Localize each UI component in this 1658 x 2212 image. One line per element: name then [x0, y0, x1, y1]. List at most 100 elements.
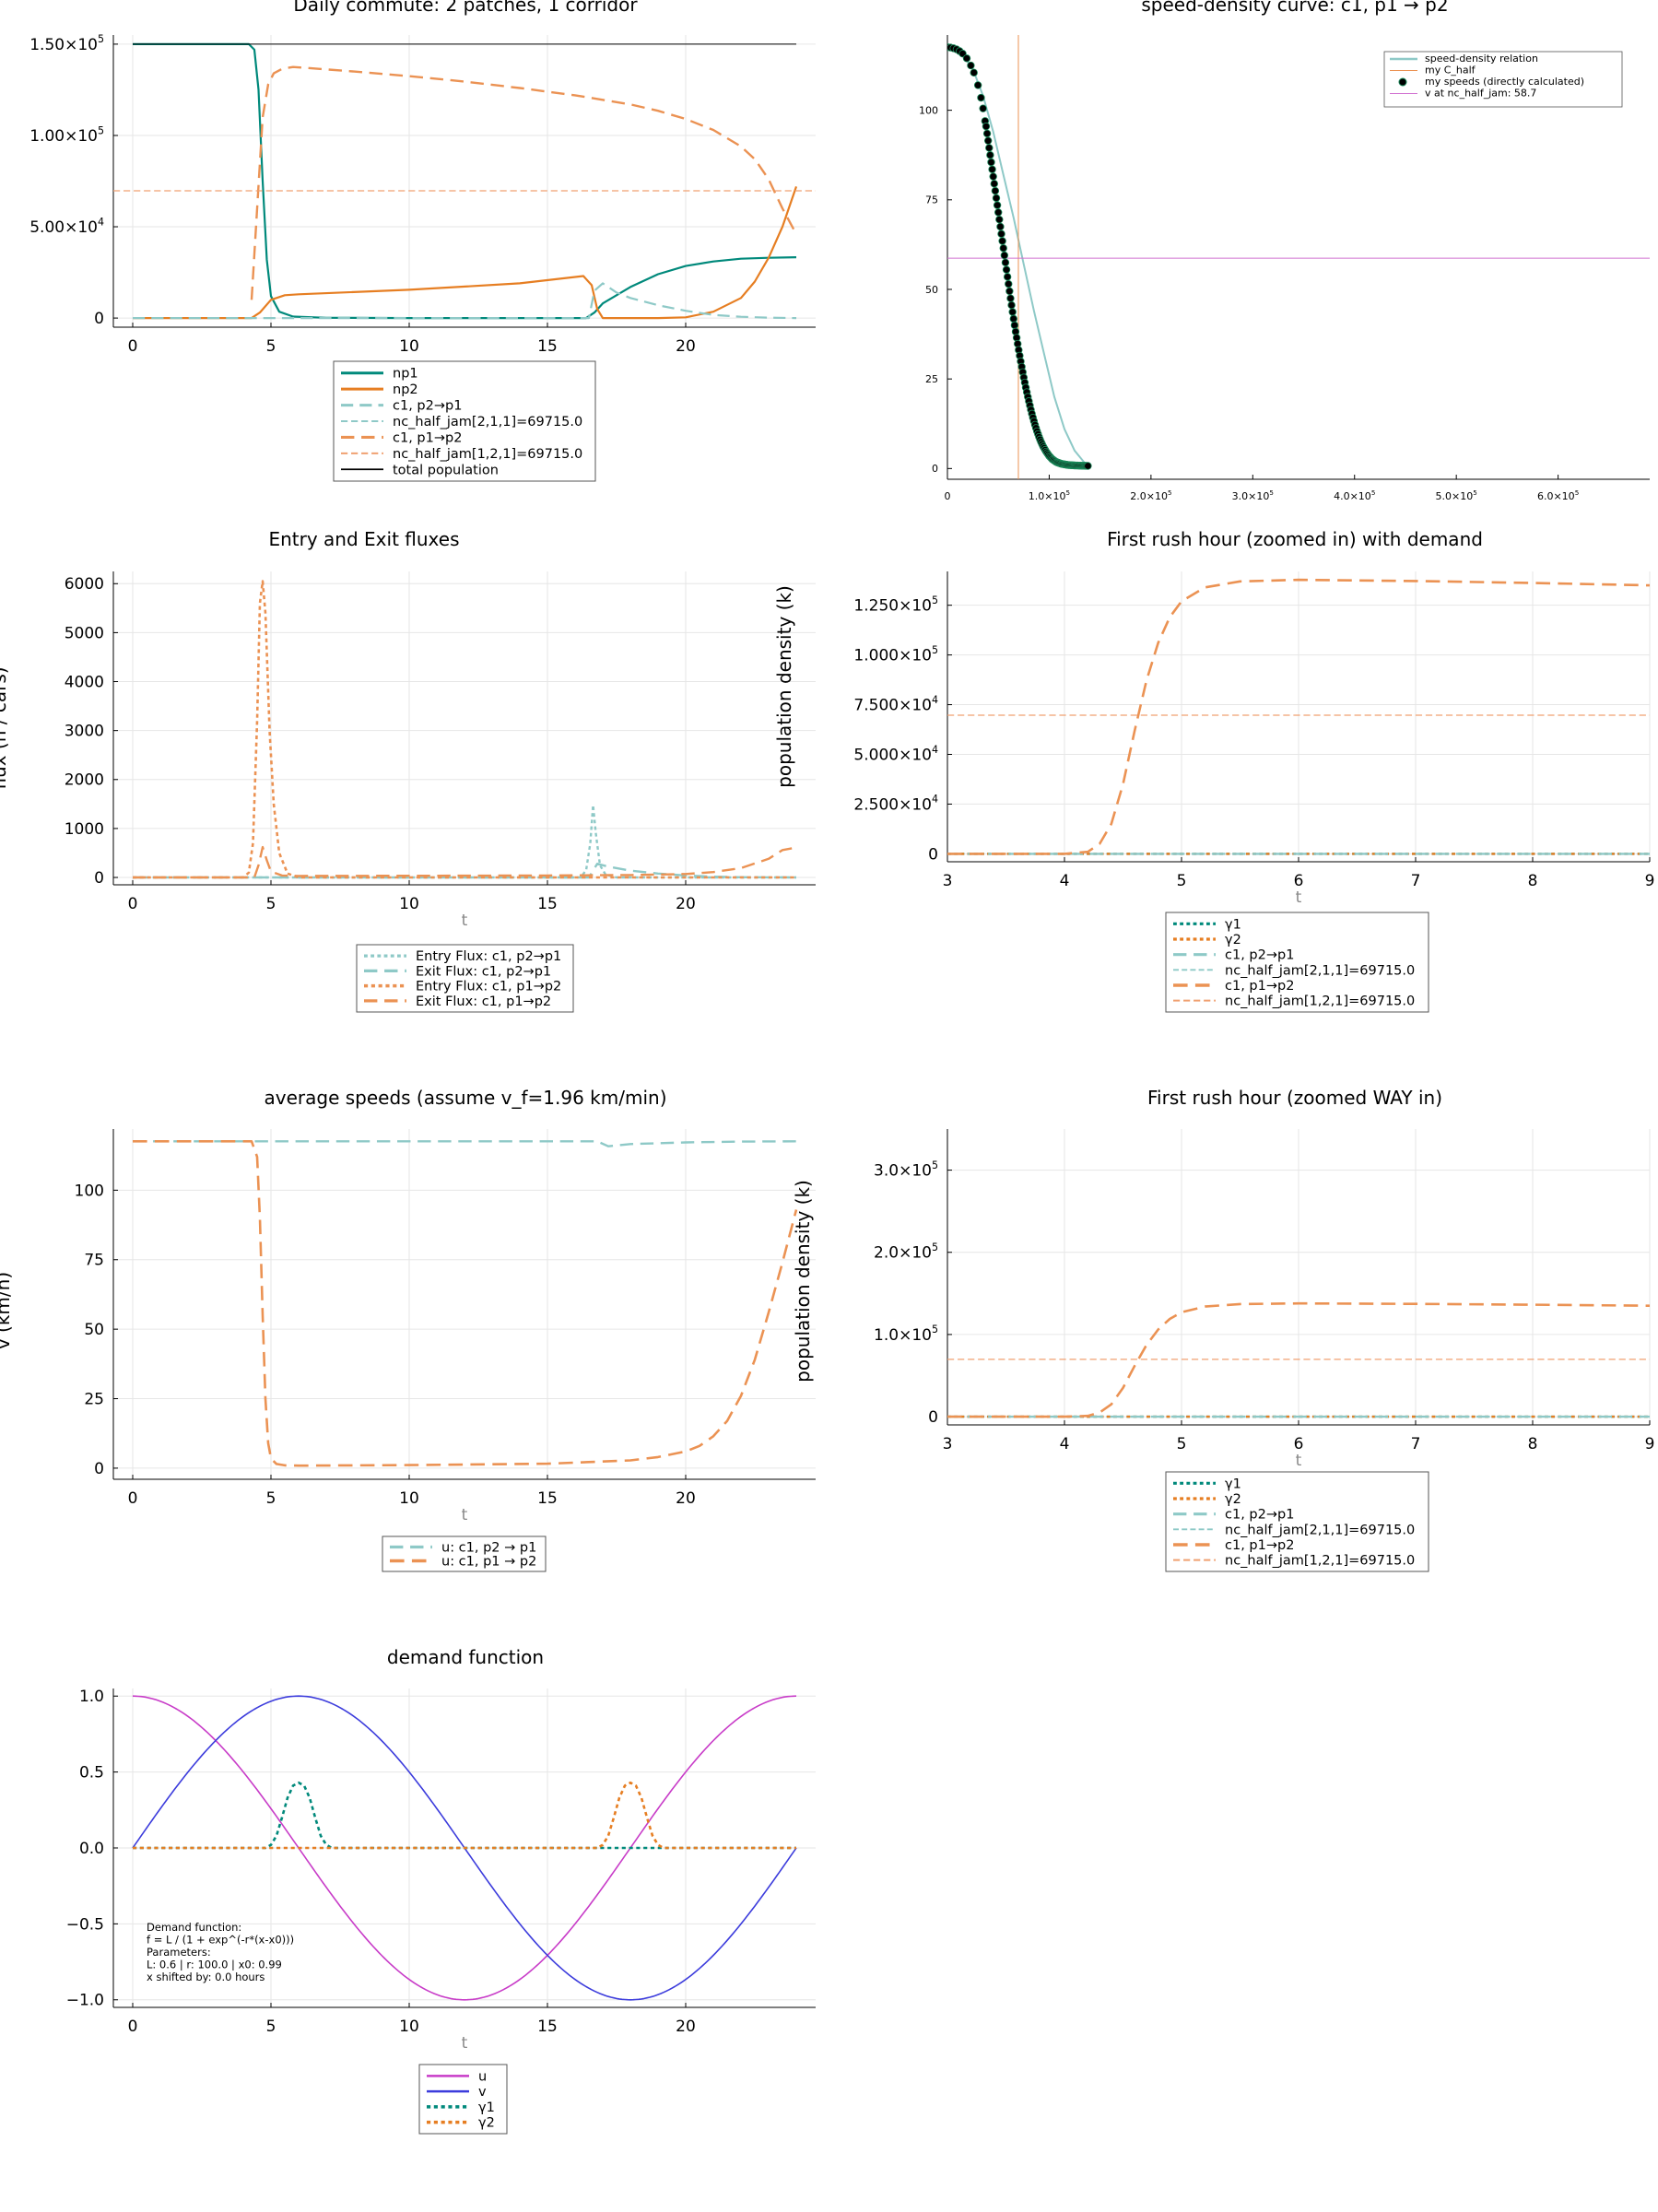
legend-label: np2: [393, 382, 418, 397]
speed-point: [1010, 321, 1019, 330]
x-tick-label: 20: [676, 337, 696, 356]
y-tick-label: 0.5: [79, 1764, 104, 1783]
x-tick-label: 10: [399, 895, 419, 913]
x-tick-label: 3: [943, 872, 953, 890]
plot-area: [133, 580, 797, 879]
speed-point: [985, 144, 994, 152]
chart-title: First rush hour (zoomed in) with demand: [1107, 528, 1483, 550]
annotation-line: L: 0.6 | r: 100.0 | x0: 0.99: [147, 1959, 282, 1971]
y-tick-label: 25: [84, 1390, 104, 1408]
speed-point: [973, 81, 982, 89]
legend-label: u: c1, p1 → p2: [441, 1555, 536, 1570]
plot-area: [113, 42, 816, 320]
x-tick-label: 9: [1645, 872, 1655, 890]
y-tick-label: 7.500×104: [853, 694, 938, 715]
speed-point: [1005, 279, 1013, 288]
x-axis-label: t: [462, 1506, 468, 1524]
x-tick-label: 7: [1411, 1435, 1421, 1453]
chart-p2: 0 1.0×105 2.0×105 3.0×105 4.0×105 5.0×105 6.0×…: [919, 0, 1650, 502]
series-line-3: [133, 845, 797, 879]
legend-label: Exit Flux: c1, p1→p2: [416, 994, 551, 1009]
x-tick-label: 20: [676, 1489, 696, 1508]
series-line-0: [133, 42, 797, 320]
y-axis-label: population density (k): [792, 1180, 814, 1382]
x-tick-label: 3.0×105: [1232, 488, 1274, 502]
y-tick-label: 0: [928, 845, 938, 864]
y-tick-label: 2.0×105: [874, 1241, 938, 1263]
speed-point: [994, 208, 1003, 217]
speed-point: [986, 151, 994, 159]
legend-label: nc_half_jam[2,1,1]=69715.0: [393, 415, 582, 429]
x-tick-label: 10: [399, 2018, 419, 2036]
x-tick-label: 0: [128, 2018, 138, 2036]
chart-title: average speeds (assume v_f=1.96 km/min): [265, 1087, 667, 1109]
speed-point: [992, 194, 1001, 203]
y-tick-label: 1.0: [79, 1688, 104, 1706]
speed-point: [1001, 258, 1010, 267]
legend-label: γ1: [1225, 1477, 1241, 1491]
y-axis-label: flux (n / cars): [0, 666, 10, 789]
legend-label: Entry Flux: c1, p2→p1: [416, 949, 561, 964]
chart-title: speed-density curve: c1, p1 → p2: [1141, 0, 1448, 16]
y-tick-label: 1000: [65, 820, 104, 839]
speed-point: [998, 237, 1006, 245]
y-tick-label: −1.0: [66, 1992, 104, 2010]
series-line-0: [133, 804, 796, 879]
legend-label: γ1: [478, 2100, 495, 2115]
y-tick-label: 1.00×105: [29, 124, 104, 146]
annotation-line: f = L / (1 + exp^(-r*(x-x0))): [147, 1934, 294, 1947]
y-tick-label: 50: [84, 1321, 104, 1339]
x-tick-label: 5: [266, 895, 276, 913]
x-tick-label: 9: [1645, 1435, 1655, 1453]
series-line-3: [133, 1781, 796, 1850]
x-tick-label: 0: [128, 1489, 138, 1508]
speed-point: [982, 122, 991, 131]
speed-point: [995, 215, 1004, 224]
plot-area: [133, 1140, 798, 1467]
legend-label: nc_half_jam[2,1,1]=69715.0: [1225, 963, 1415, 978]
plot-area: [132, 1695, 797, 2001]
y-tick-label: 5.000×104: [853, 744, 938, 765]
y-tick-label: 0: [932, 463, 938, 475]
legend-label: γ2: [1225, 1492, 1241, 1507]
legend-label: my C_half: [1425, 65, 1476, 76]
y-tick-label: 4000: [65, 673, 104, 691]
speed-point: [1005, 287, 1014, 296]
legend-label: c1, p1→p2: [393, 430, 462, 445]
x-tick-label: 10: [399, 337, 419, 356]
x-tick-label: 5: [1177, 1435, 1187, 1453]
legend-box: [382, 1535, 547, 1572]
legend-label: c1, p2→p1: [1225, 948, 1294, 963]
y-tick-label: 0: [928, 1408, 938, 1427]
x-tick-label: 20: [676, 2018, 696, 2036]
speed-point: [990, 180, 998, 188]
y-tick-label: −0.5: [66, 1915, 104, 1934]
legend-label: γ2: [1225, 933, 1241, 947]
x-tick-label: 5.0×105: [1436, 488, 1477, 502]
x-tick-label: 0: [945, 490, 951, 502]
annotation-line: Parameters:: [147, 1946, 211, 1959]
legend-label: c1, p1→p2: [1225, 1538, 1294, 1553]
legend-label: nc_half_jam[1,2,1]=69715.0: [393, 447, 582, 462]
legend-label: np1: [393, 367, 418, 382]
chart-p7: 0 5 10 15 20 −1.0 −0.5 0.0 0.5 1.0 demand function…: [66, 1646, 816, 2135]
series-line-0: [133, 1140, 797, 1147]
speed-point: [983, 136, 993, 145]
legend-label: c1, p2→p1: [393, 399, 462, 414]
legend-label: c1, p1→p2: [1225, 979, 1294, 994]
chart-title: Entry and Exit fluxes: [268, 528, 459, 550]
y-tick-label: 5.00×104: [29, 216, 104, 237]
x-tick-label: 8: [1528, 872, 1538, 890]
y-tick-label: 1.250×105: [853, 594, 938, 616]
speed-point: [996, 222, 1005, 231]
x-tick-label: 6: [1294, 1435, 1304, 1453]
x-axis-label: t: [462, 2034, 468, 2053]
x-tick-label: 5: [266, 337, 276, 356]
series-line-2: [133, 580, 796, 879]
legend-box: [1383, 51, 1623, 108]
